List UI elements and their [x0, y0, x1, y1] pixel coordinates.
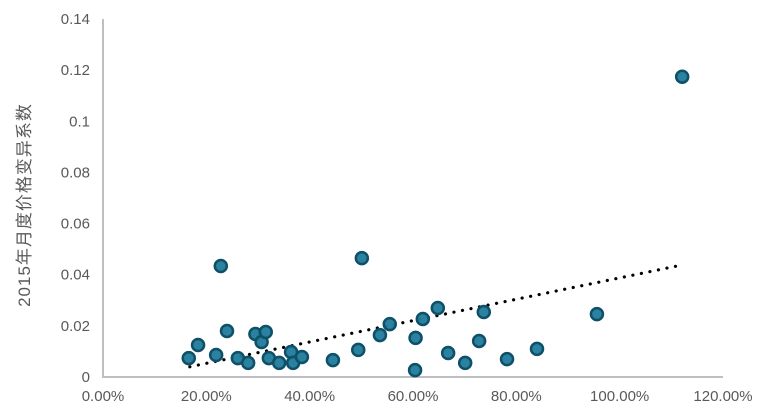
y-tick-label: 0.12 — [61, 62, 90, 79]
x-tick-label: 20.00% — [181, 388, 232, 405]
scatter-point — [354, 250, 370, 266]
scatter-point — [589, 306, 605, 322]
scatter-point — [325, 352, 341, 368]
y-tick-label: 0.08 — [61, 164, 90, 181]
scatter-point — [219, 323, 235, 339]
scatter-point — [372, 327, 388, 343]
chart-generated-layer: 0 0.02 0.04 0.06 0.08 0.1 0.12 0.14 0.00% 20.00% 4… — [61, 11, 753, 405]
x-tick-label: 60.00% — [388, 388, 439, 405]
scatter-point — [213, 258, 229, 274]
scatter-point — [430, 300, 446, 316]
y-tick-label: 0.02 — [61, 318, 90, 335]
trend-line — [188, 264, 679, 369]
scatter-point — [529, 341, 545, 357]
x-tick-label: 0.00% — [82, 388, 125, 405]
scatter-point — [440, 345, 456, 361]
y-tick-label: 0.1 — [69, 113, 90, 130]
scatter-point — [271, 355, 287, 371]
x-tick-label: 80.00% — [491, 388, 542, 405]
y-tick-label: 0.06 — [61, 216, 90, 233]
scatter-point — [350, 342, 366, 358]
y-tick-label: 0.14 — [61, 11, 90, 28]
scatter-point — [208, 347, 224, 363]
scatter-point — [457, 355, 473, 371]
y-tick-label: 0 — [82, 369, 90, 386]
x-tick-label: 120.00% — [693, 388, 752, 405]
scatter-point — [294, 349, 310, 365]
y-tick-label: 0.04 — [61, 267, 90, 284]
scatter-point — [382, 316, 397, 332]
scatter-point — [258, 324, 273, 340]
scatter-point — [190, 337, 206, 353]
scatter-point — [471, 333, 487, 349]
scatter-point — [407, 362, 423, 378]
scatter-point — [240, 355, 256, 371]
scatter-point — [415, 311, 431, 327]
scatter-point — [181, 350, 197, 366]
x-tick-label: 40.00% — [284, 388, 335, 405]
scatter-point — [674, 69, 690, 85]
scatter-point — [476, 304, 492, 320]
scatter-point — [499, 351, 515, 367]
scatter-point — [408, 330, 423, 346]
y-axis-title: 2015年月度价格变异系数 — [15, 103, 34, 307]
x-tick-label: 100.00% — [590, 388, 649, 405]
